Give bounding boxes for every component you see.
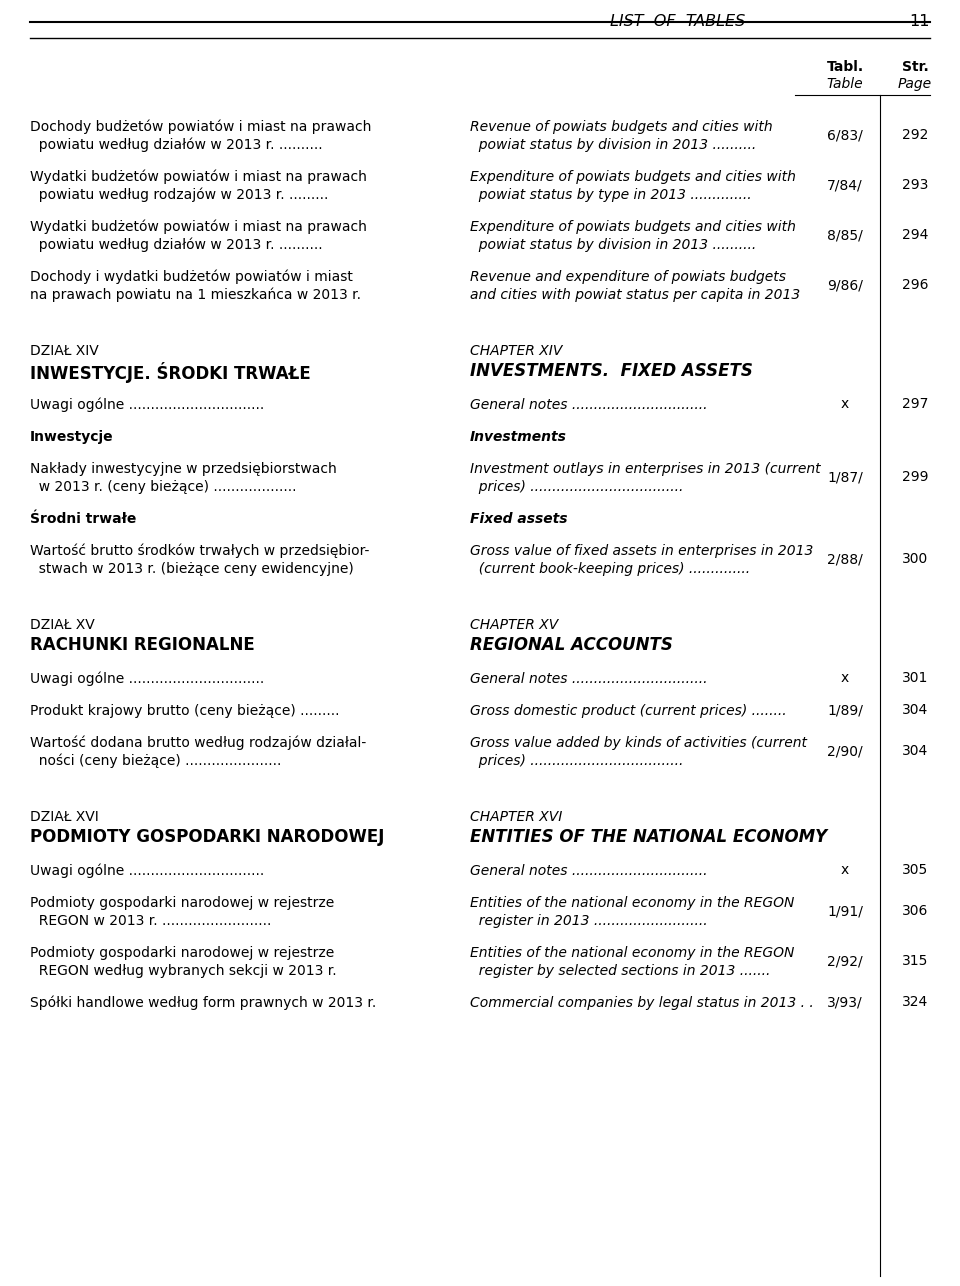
Text: 2/88/: 2/88/: [828, 552, 863, 566]
Text: Wartość dodana brutto według rodzajów działal-: Wartość dodana brutto według rodzajów dz…: [30, 736, 367, 751]
Text: na prawach powiatu na 1 mieszkańca w 2013 r.: na prawach powiatu na 1 mieszkańca w 201…: [30, 288, 361, 302]
Text: 292: 292: [901, 129, 928, 143]
Text: General notes ...............................: General notes ..........................…: [470, 673, 708, 685]
Text: Gross domestic product (current prices) ........: Gross domestic product (current prices) …: [470, 703, 786, 718]
Text: Uwagi ogólne ...............................: Uwagi ogólne ...........................…: [30, 864, 264, 878]
Text: PODMIOTY GOSPODARKI NARODOWEJ: PODMIOTY GOSPODARKI NARODOWEJ: [30, 828, 384, 846]
Text: 1/87/: 1/87/: [828, 471, 863, 485]
Text: ENTITIES OF THE NATIONAL ECONOMY: ENTITIES OF THE NATIONAL ECONOMY: [470, 828, 828, 846]
Text: 293: 293: [901, 179, 928, 193]
Text: powiatu według rodzajów w 2013 r. .........: powiatu według rodzajów w 2013 r. ......…: [30, 188, 328, 202]
Text: INVESTMENTS.  FIXED ASSETS: INVESTMENTS. FIXED ASSETS: [470, 361, 753, 379]
Text: 7/84/: 7/84/: [828, 179, 863, 193]
Text: 296: 296: [901, 278, 928, 292]
Text: stwach w 2013 r. (bieżące ceny ewidencyjne): stwach w 2013 r. (bieżące ceny ewidencyj…: [30, 562, 353, 576]
Text: 304: 304: [901, 703, 928, 718]
Text: powiat status by type in 2013 ..............: powiat status by type in 2013 ..........…: [470, 188, 752, 202]
Text: 1/91/: 1/91/: [828, 904, 863, 918]
Text: 8/85/: 8/85/: [828, 229, 863, 242]
Text: 297: 297: [901, 397, 928, 412]
Text: (current book-keeping prices) ..............: (current book-keeping prices) ..........…: [470, 562, 750, 576]
Text: 300: 300: [901, 552, 928, 566]
Text: x: x: [841, 671, 850, 685]
Text: ności (ceny bieżące) ......................: ności (ceny bieżące) ...................…: [30, 754, 281, 769]
Text: Fixed assets: Fixed assets: [470, 512, 567, 526]
Text: 306: 306: [901, 904, 928, 918]
Text: Wydatki budżetów powiatów i miast na prawach: Wydatki budżetów powiatów i miast na pra…: [30, 170, 367, 184]
Text: Wydatki budżetów powiatów i miast na prawach: Wydatki budżetów powiatów i miast na pra…: [30, 220, 367, 234]
Text: Expenditure of powiats budgets and cities with: Expenditure of powiats budgets and citie…: [470, 220, 796, 234]
Text: RACHUNKI REGIONALNE: RACHUNKI REGIONALNE: [30, 637, 254, 655]
Text: INWESTYCJE. ŚRODKI TRWAŁE: INWESTYCJE. ŚRODKI TRWAŁE: [30, 361, 311, 383]
Text: 294: 294: [901, 229, 928, 242]
Text: REGIONAL ACCOUNTS: REGIONAL ACCOUNTS: [470, 637, 673, 655]
Text: Revenue of powiats budgets and cities with: Revenue of powiats budgets and cities wi…: [470, 120, 773, 134]
Text: Spółki handlowe według form prawnych w 2013 r.: Spółki handlowe według form prawnych w 2…: [30, 995, 376, 1011]
Text: Podmioty gospodarki narodowej w rejestrze: Podmioty gospodarki narodowej w rejestrz…: [30, 896, 334, 910]
Text: 299: 299: [901, 471, 928, 485]
Text: 11: 11: [909, 14, 930, 30]
Text: 301: 301: [901, 671, 928, 685]
Text: Dochody i wydatki budżetów powiatów i miast: Dochody i wydatki budżetów powiatów i mi…: [30, 270, 353, 284]
Text: Podmioty gospodarki narodowej w rejestrze: Podmioty gospodarki narodowej w rejestrz…: [30, 946, 334, 961]
Text: Expenditure of powiats budgets and cities with: Expenditure of powiats budgets and citie…: [470, 170, 796, 184]
Text: CHAPTER XV: CHAPTER XV: [470, 619, 559, 631]
Text: powiatu według działów w 2013 r. ..........: powiatu według działów w 2013 r. .......…: [30, 138, 323, 153]
Text: 304: 304: [901, 745, 928, 759]
Text: 324: 324: [901, 995, 928, 1010]
Text: and cities with powiat status per capita in 2013: and cities with powiat status per capita…: [470, 288, 801, 302]
Text: Uwagi ogólne ...............................: Uwagi ogólne ...........................…: [30, 397, 264, 413]
Text: Investments: Investments: [470, 430, 566, 444]
Text: powiat status by division in 2013 ..........: powiat status by division in 2013 ......…: [470, 238, 756, 252]
Text: REGON według wybranych sekcji w 2013 r.: REGON według wybranych sekcji w 2013 r.: [30, 964, 337, 977]
Text: Commercial companies by legal status in 2013 . .: Commercial companies by legal status in …: [470, 995, 814, 1010]
Text: Table: Table: [827, 77, 863, 91]
Text: 305: 305: [901, 863, 928, 877]
Text: Page: Page: [898, 77, 932, 91]
Text: 1/89/: 1/89/: [828, 703, 863, 718]
Text: Investment outlays in enterprises in 2013 (current: Investment outlays in enterprises in 201…: [470, 462, 821, 476]
Text: Dochody budżetów powiatów i miast na prawach: Dochody budżetów powiatów i miast na pra…: [30, 120, 372, 135]
Text: Entities of the national economy in the REGON: Entities of the national economy in the …: [470, 946, 794, 961]
Text: CHAPTER XVI: CHAPTER XVI: [470, 810, 563, 824]
Text: 3/93/: 3/93/: [828, 995, 863, 1010]
Text: DZIAŁ XIV: DZIAŁ XIV: [30, 343, 99, 358]
Text: General notes ...............................: General notes ..........................…: [470, 864, 708, 878]
Text: x: x: [841, 863, 850, 877]
Text: Tabl.: Tabl.: [827, 60, 864, 75]
Text: Entities of the national economy in the REGON: Entities of the national economy in the …: [470, 896, 794, 910]
Text: REGON w 2013 r. .........................: REGON w 2013 r. ........................…: [30, 914, 272, 928]
Text: 9/86/: 9/86/: [828, 278, 863, 292]
Text: powiatu według działów w 2013 r. ..........: powiatu według działów w 2013 r. .......…: [30, 238, 323, 252]
Text: Wartość brutto środków trwałych w przedsiębior-: Wartość brutto środków trwałych w przeds…: [30, 544, 370, 558]
Text: DZIAŁ XV: DZIAŁ XV: [30, 619, 95, 631]
Text: 2/92/: 2/92/: [828, 954, 863, 968]
Text: Środni trwałe: Środni trwałe: [30, 512, 136, 526]
Text: 6/83/: 6/83/: [828, 129, 863, 143]
Text: prices) ...................................: prices) ................................…: [470, 754, 684, 768]
Text: Revenue and expenditure of powiats budgets: Revenue and expenditure of powiats budge…: [470, 270, 786, 284]
Text: CHAPTER XIV: CHAPTER XIV: [470, 343, 563, 358]
Text: DZIAŁ XVI: DZIAŁ XVI: [30, 810, 99, 824]
Text: LIST  OF  TABLES: LIST OF TABLES: [610, 14, 745, 30]
Text: prices) ...................................: prices) ................................…: [470, 480, 684, 494]
Text: Inwestycje: Inwestycje: [30, 430, 113, 444]
Text: w 2013 r. (ceny bieżące) ...................: w 2013 r. (ceny bieżące) ...............…: [30, 480, 297, 494]
Text: powiat status by division in 2013 ..........: powiat status by division in 2013 ......…: [470, 138, 756, 152]
Text: Str.: Str.: [901, 60, 928, 75]
Text: Produkt krajowy brutto (ceny bieżące) .........: Produkt krajowy brutto (ceny bieżące) ..…: [30, 703, 340, 718]
Text: register in 2013 ..........................: register in 2013 .......................…: [470, 914, 708, 928]
Text: Gross value of fixed assets in enterprises in 2013: Gross value of fixed assets in enterpris…: [470, 544, 813, 558]
Text: Uwagi ogólne ...............................: Uwagi ogólne ...........................…: [30, 673, 264, 687]
Text: 315: 315: [901, 954, 928, 968]
Text: General notes ...............................: General notes ..........................…: [470, 397, 708, 412]
Text: 2/90/: 2/90/: [828, 745, 863, 759]
Text: Nakłady inwestycyjne w przedsiębiorstwach: Nakłady inwestycyjne w przedsiębiorstwac…: [30, 462, 337, 476]
Text: Gross value added by kinds of activities (current: Gross value added by kinds of activities…: [470, 736, 807, 750]
Text: x: x: [841, 397, 850, 412]
Text: register by selected sections in 2013 .......: register by selected sections in 2013 ..…: [470, 964, 770, 977]
